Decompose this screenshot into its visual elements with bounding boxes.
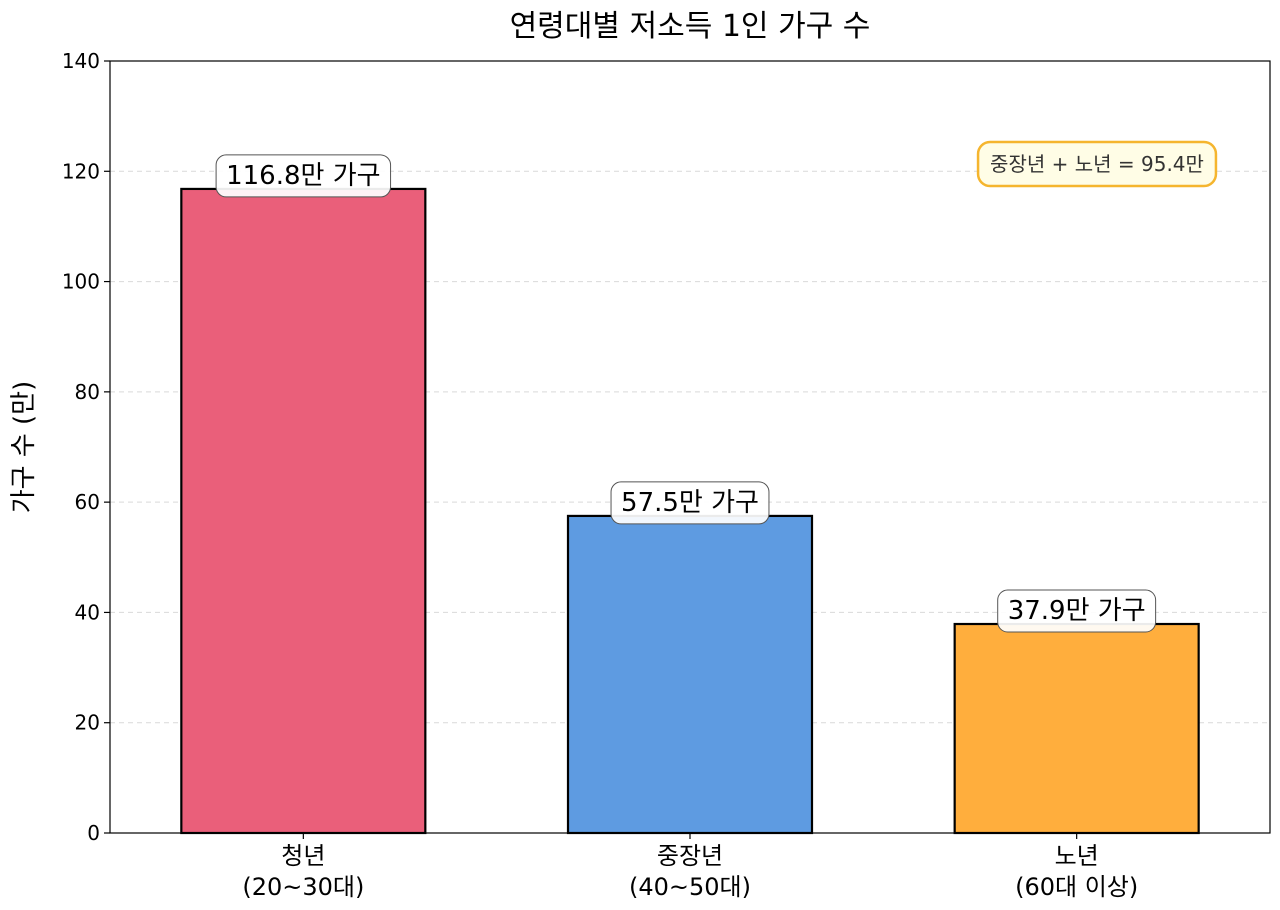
chart-title: 연령대별 저소득 1인 가구 수 xyxy=(510,9,871,44)
data-label-group: 57.5만 가구 xyxy=(610,481,770,525)
y-tick-label: 60 xyxy=(75,490,100,514)
x-axis-ticks: 청년 (20~30대) 중장년 (40~50대) 노년 (60대 이상) xyxy=(242,833,1138,901)
annotation-box-bg xyxy=(976,140,1218,188)
y-tick-label: 0 xyxy=(87,821,100,845)
data-label-box xyxy=(215,154,392,198)
x-tick-label: (60대 이상) xyxy=(1015,873,1138,901)
bars xyxy=(180,187,1200,835)
x-tick-label: 중장년 xyxy=(657,842,723,870)
annotation-text: 중장년 + 노년 = 95.4만 xyxy=(990,152,1204,176)
data-labels: 116.8만 가구 57.5만 가구 37.9만 가구 xyxy=(215,154,1157,633)
data-label-box xyxy=(610,481,770,525)
x-tick-label: (20~30대) xyxy=(242,873,364,901)
x-tick-label: 청년 xyxy=(281,842,325,870)
data-label-group: 37.9만 가구 xyxy=(997,589,1157,633)
data-label: 116.8만 가구 xyxy=(226,161,380,191)
x-tick-label: 노년 xyxy=(1055,842,1099,870)
data-label: 37.9만 가구 xyxy=(1008,596,1146,626)
y-axis-label: 가구 수 (만) xyxy=(9,381,39,514)
y-tick-label: 20 xyxy=(75,711,100,735)
y-tick-label: 80 xyxy=(75,380,100,404)
data-label-box xyxy=(997,589,1157,633)
y-tick-label: 140 xyxy=(62,49,100,73)
y-tick-label: 120 xyxy=(62,159,100,183)
data-label-group: 116.8만 가구 xyxy=(215,154,392,198)
x-tick-label: (40~50대) xyxy=(629,873,751,901)
bar xyxy=(180,187,427,835)
annotation-box: 중장년 + 노년 = 95.4만 xyxy=(976,140,1218,188)
data-label: 57.5만 가구 xyxy=(621,488,759,518)
bar xyxy=(953,622,1200,835)
y-axis-ticks: 0 20 40 60 80 100 120 140 xyxy=(62,49,110,845)
bar xyxy=(566,514,814,835)
y-tick-label: 100 xyxy=(62,270,100,294)
y-tick-label: 40 xyxy=(75,600,100,624)
